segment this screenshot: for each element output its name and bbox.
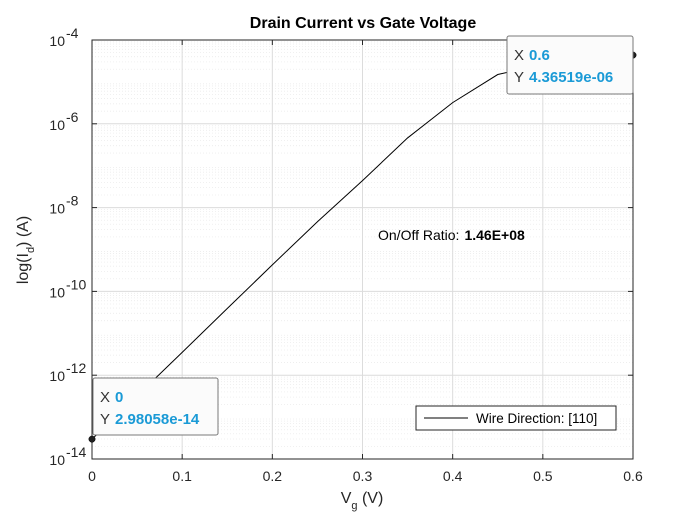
y-tick-label-exponent: -10 — [66, 276, 86, 292]
y-tick-label-exponent: -12 — [66, 360, 86, 376]
datatip-high-y: Y 4.36519e-06 — [514, 69, 613, 86]
y-tick-label-base: 10 — [49, 201, 65, 217]
y-tick-label: 10 — [49, 201, 65, 217]
y-tick-label-base: 10 — [49, 33, 65, 49]
y-tick-label-base: 10 — [49, 117, 65, 133]
y-tick-label: 10 — [49, 452, 65, 468]
y-axis-label-unit: ) (A) — [15, 216, 32, 247]
y-tick-label: 10 — [49, 368, 65, 384]
datatip-low-x-key: X — [100, 389, 110, 406]
x-tick-label: 0.6 — [623, 468, 643, 484]
y-tick-label-base: 10 — [49, 284, 65, 300]
legend[interactable]: Wire Direction: [110] — [415, 405, 617, 431]
y-tick-label-exponent: -8 — [66, 193, 79, 209]
y-tick-label-exponent: -6 — [66, 109, 79, 125]
datatip-high-box — [506, 35, 634, 95]
y-tick-label-exponent: -14 — [66, 444, 86, 460]
y-axis-label-main: log(I — [15, 253, 32, 284]
datatip-low-y: Y 2.98058e-14 — [100, 411, 200, 428]
y-tick-label-base: 10 — [49, 452, 65, 468]
datatip-low-y-key: Y — [100, 411, 110, 428]
x-tick-label: 0 — [88, 468, 96, 484]
x-tick-labels: 0 0.1 0.2 0.3 0.4 0.5 0.6 — [88, 468, 643, 484]
datatip-low-x-value: 0 — [115, 389, 123, 406]
axis-ticks — [91, 39, 634, 460]
x-tick-label: 0.1 — [172, 468, 192, 484]
datatip-low-y-value: 2.98058e-14 — [115, 411, 200, 428]
datatip-high-x-key: X — [514, 47, 524, 64]
x-tick-label: 0.3 — [353, 468, 373, 484]
datatip-high-y-value: 4.36519e-06 — [529, 69, 613, 86]
datatip-high-y-key: Y — [514, 69, 524, 86]
x-axis-label-unit: (V) — [358, 490, 384, 507]
datatip-high[interactable]: X 0.6 Y 4.36519e-06 — [506, 35, 634, 95]
x-axis-label-main: V — [341, 490, 352, 507]
on-off-annotation: On/Off Ratio: 1.46E+08 — [378, 227, 525, 243]
on-off-value: 1.46E+08 — [464, 227, 525, 243]
y-tick-label-exponent: -4 — [66, 25, 79, 41]
x-tick-label: 0.5 — [533, 468, 553, 484]
datatip-high-x-value: 0.6 — [529, 47, 550, 64]
x-tick-label: 0.4 — [443, 468, 463, 484]
datatip-marker-low — [88, 435, 96, 443]
y-axis-label-sub: d — [25, 247, 37, 253]
y-tick-label: 10 — [49, 117, 65, 133]
on-off-label: On/Off Ratio: — [378, 227, 459, 243]
x-tick-label: 0.2 — [263, 468, 283, 484]
datatip-high-x: X 0.6 — [514, 47, 550, 64]
legend-entry-label: Wire Direction: [110] — [476, 411, 597, 426]
y-tick-label: 10 — [49, 33, 65, 49]
y-axis-label: log(Id) (A) — [15, 216, 37, 284]
datatip-low-box — [92, 377, 219, 436]
x-axis-label: Vg (V) — [341, 490, 384, 512]
chart-title: Drain Current vs Gate Voltage — [250, 15, 477, 32]
y-tick-label-base: 10 — [49, 368, 65, 384]
y-tick-label: 10 — [49, 284, 65, 300]
x-axis-label-sub: g — [351, 500, 357, 512]
